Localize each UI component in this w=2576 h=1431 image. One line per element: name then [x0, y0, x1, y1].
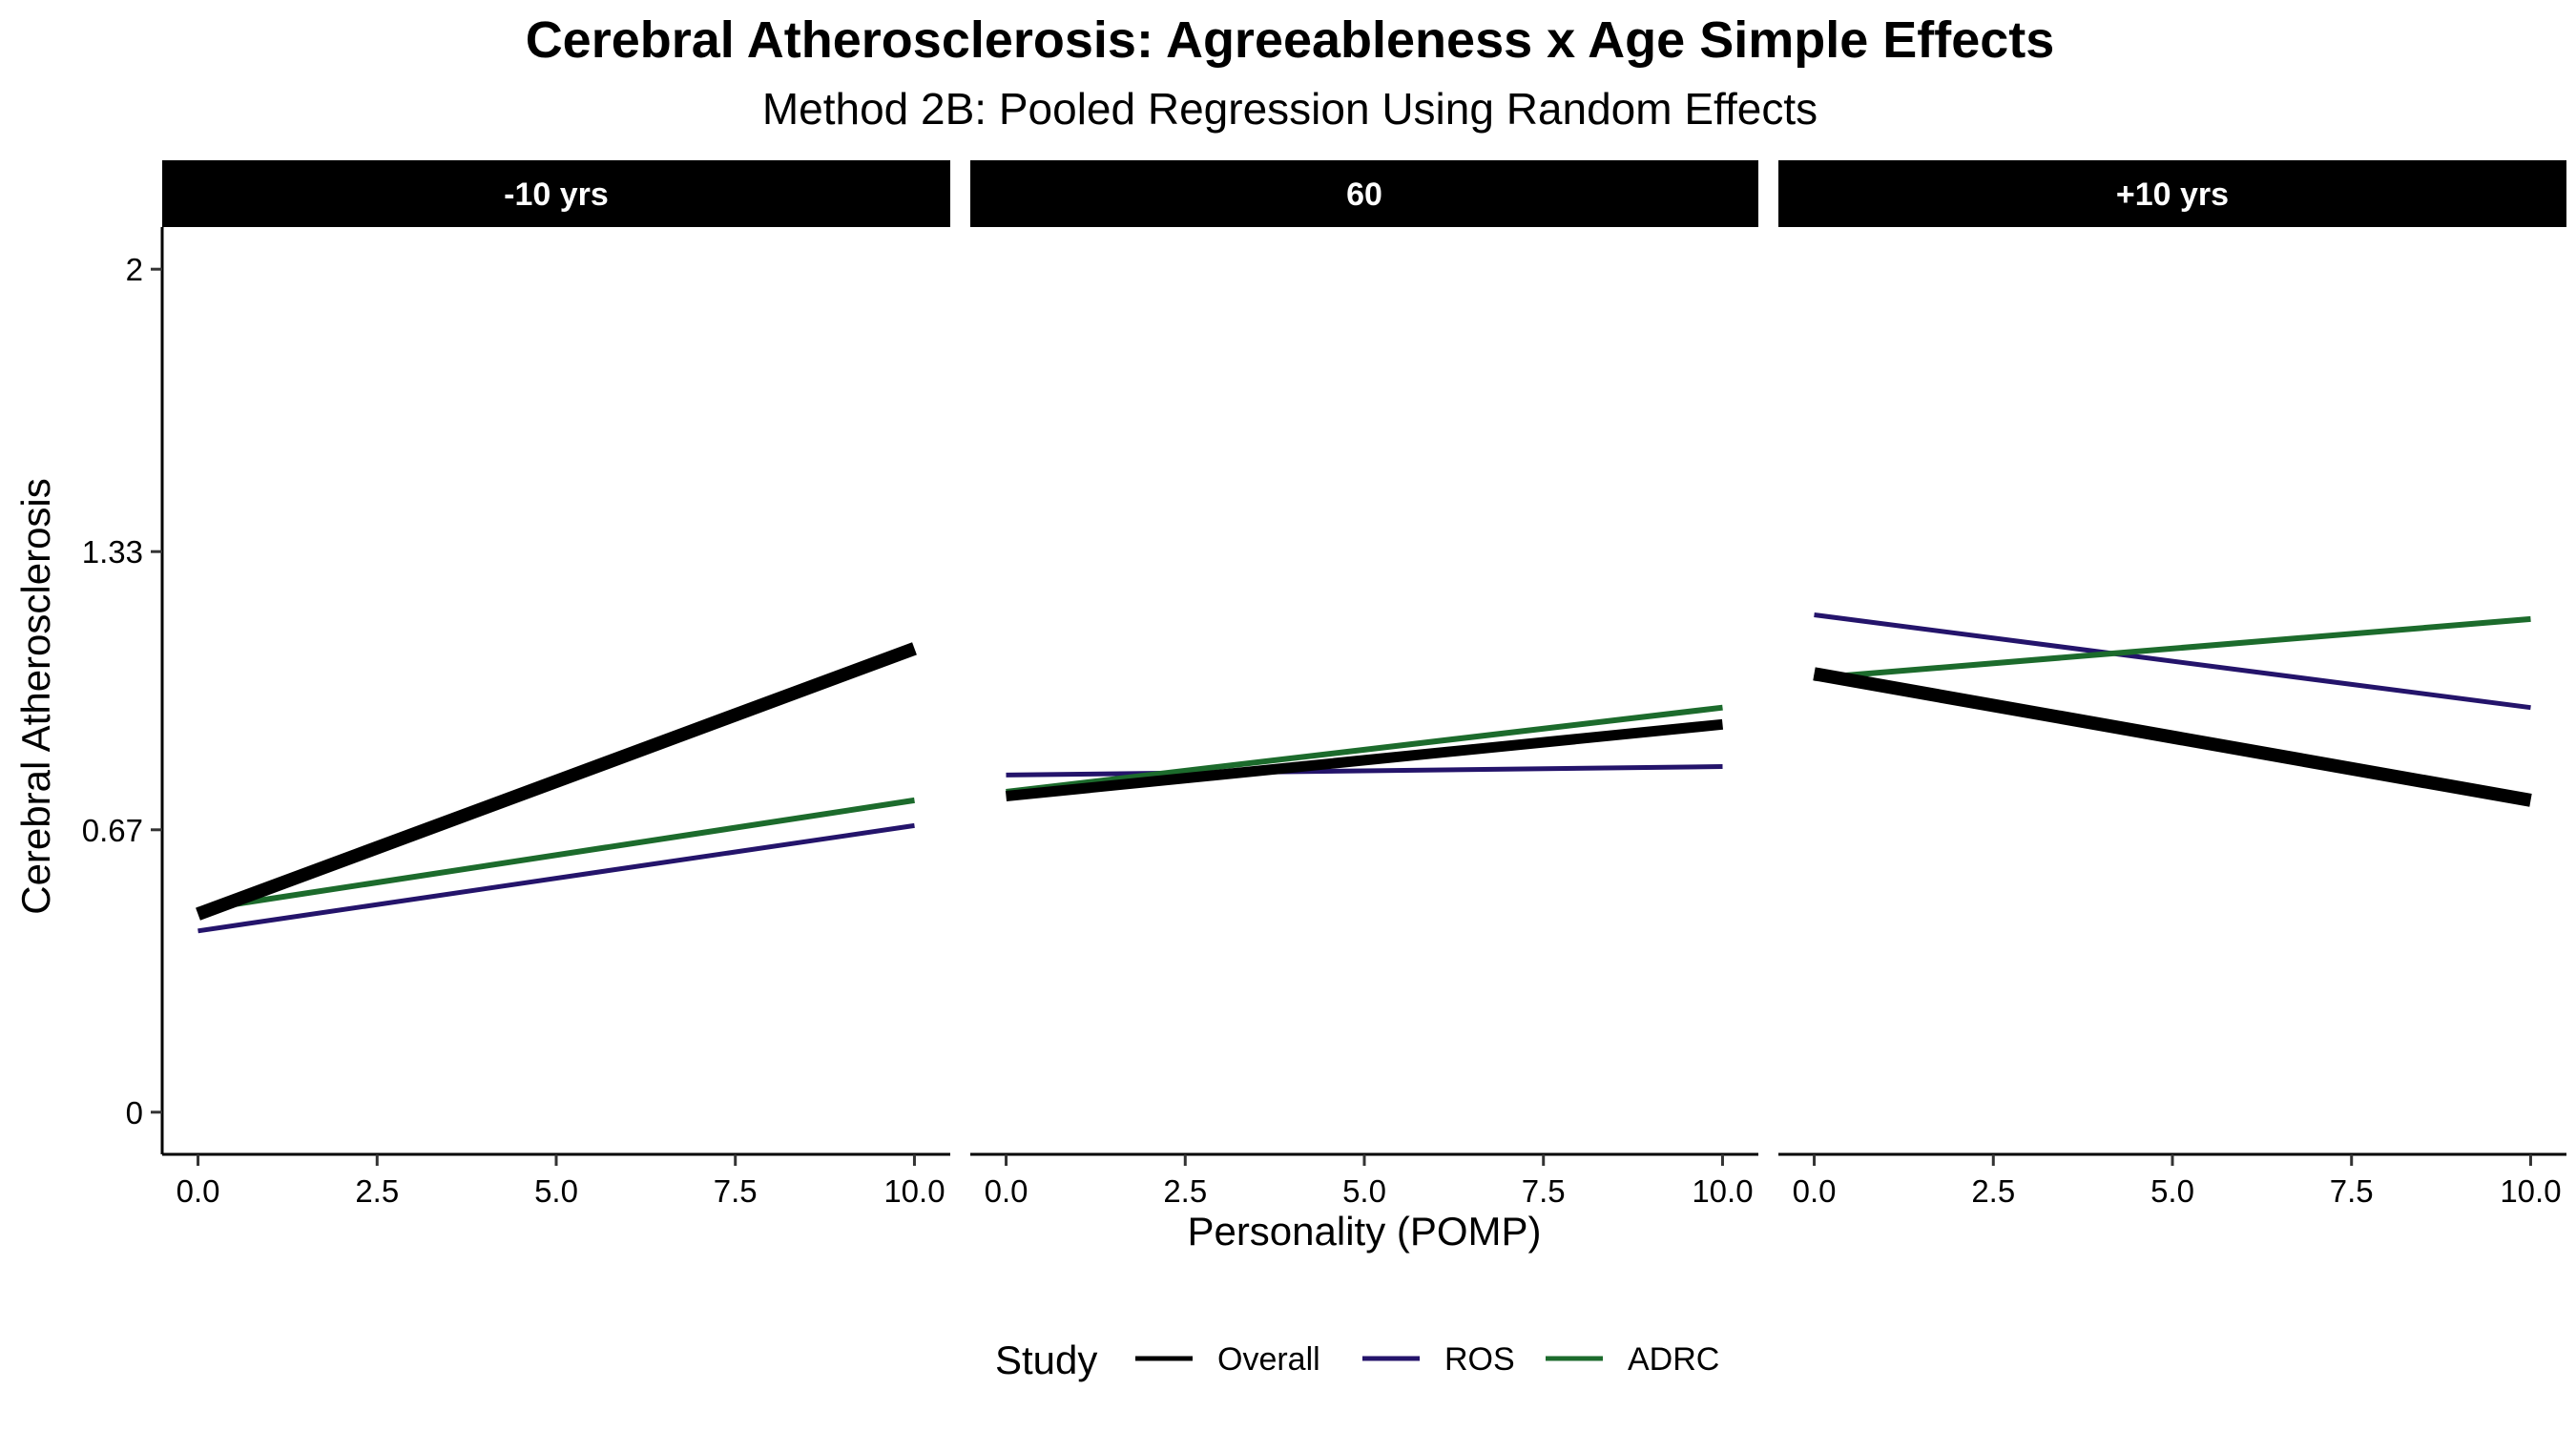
- facet-strip-label: 60: [1346, 176, 1382, 213]
- x-tick-label: 10.0: [2500, 1173, 2561, 1209]
- y-tick-label: 0.67: [82, 813, 143, 848]
- x-tick-label: 0.0: [177, 1173, 220, 1209]
- x-tick-label: 5.0: [1342, 1173, 1386, 1209]
- facet-panels: -10 yrs 0.0 2.5 5.0 7.5 10.0 0 0.67 1.33 2 60 0.0 2.…: [82, 160, 2566, 1209]
- series-line-adrc: [1814, 615, 2531, 681]
- x-tick-label: 0.0: [985, 1173, 1028, 1209]
- facet-strip: [1778, 160, 2566, 227]
- legend-label-overall: Overall: [1217, 1341, 1320, 1378]
- x-tick-label: 2.5: [1971, 1173, 2015, 1209]
- series-line-ros: [1814, 612, 2531, 711]
- legend-label-ros: ROS: [1444, 1341, 1515, 1378]
- x-tick-label: 10.0: [883, 1173, 945, 1209]
- x-tick-label: 0.0: [1793, 1173, 1837, 1209]
- y-tick-label: 2: [126, 252, 143, 287]
- x-tick-label: 2.5: [355, 1173, 399, 1209]
- series-line-overall: [1813, 667, 2532, 807]
- series-line-overall: [196, 642, 917, 921]
- x-tick-label: 2.5: [1163, 1173, 1207, 1209]
- facet-strip: [970, 160, 1758, 227]
- x-tick-label: 7.5: [2330, 1173, 2374, 1209]
- y-tick-label: 0: [126, 1095, 143, 1130]
- facet-strip-label: +10 yrs: [2116, 176, 2229, 213]
- facet-strip: [162, 160, 950, 227]
- series-line-adrc: [197, 797, 915, 913]
- series-line-ros: [1006, 764, 1723, 778]
- panel-3: +10 yrs 0.0 2.5 5.0 7.5 10.0: [1778, 160, 2566, 1209]
- series-line-overall: [1005, 718, 1724, 801]
- chart-title: Cerebral Atherosclerosis: Agreeableness …: [526, 11, 2055, 69]
- y-tick-label: 1.33: [82, 534, 143, 570]
- x-tick-label: 5.0: [534, 1173, 578, 1209]
- x-tick-label: 7.5: [714, 1173, 758, 1209]
- chart-subtitle: Method 2B: Pooled Regression Using Rando…: [762, 84, 1818, 134]
- x-tick-label: 5.0: [2150, 1173, 2194, 1209]
- y-axis-title: Cerebral Atherosclerosis: [13, 478, 58, 915]
- legend-title: Study: [995, 1338, 1097, 1382]
- facet-strip-label: -10 yrs: [504, 176, 609, 213]
- series-line-adrc: [1006, 704, 1723, 795]
- legend-label-adrc: ADRC: [1628, 1341, 1719, 1378]
- x-tick-label: 7.5: [1522, 1173, 1566, 1209]
- panel-1: -10 yrs 0.0 2.5 5.0 7.5 10.0 0 0.67 1.33 2: [82, 160, 950, 1209]
- series-line-ros: [197, 822, 915, 934]
- x-axis-title: Personality (POMP): [1187, 1209, 1541, 1254]
- legend: Study Overall ROS ADRC: [995, 1338, 1719, 1382]
- panel-2: 60 0.0 2.5 5.0 7.5 10.0: [970, 160, 1758, 1209]
- x-tick-label: 10.0: [1692, 1173, 1753, 1209]
